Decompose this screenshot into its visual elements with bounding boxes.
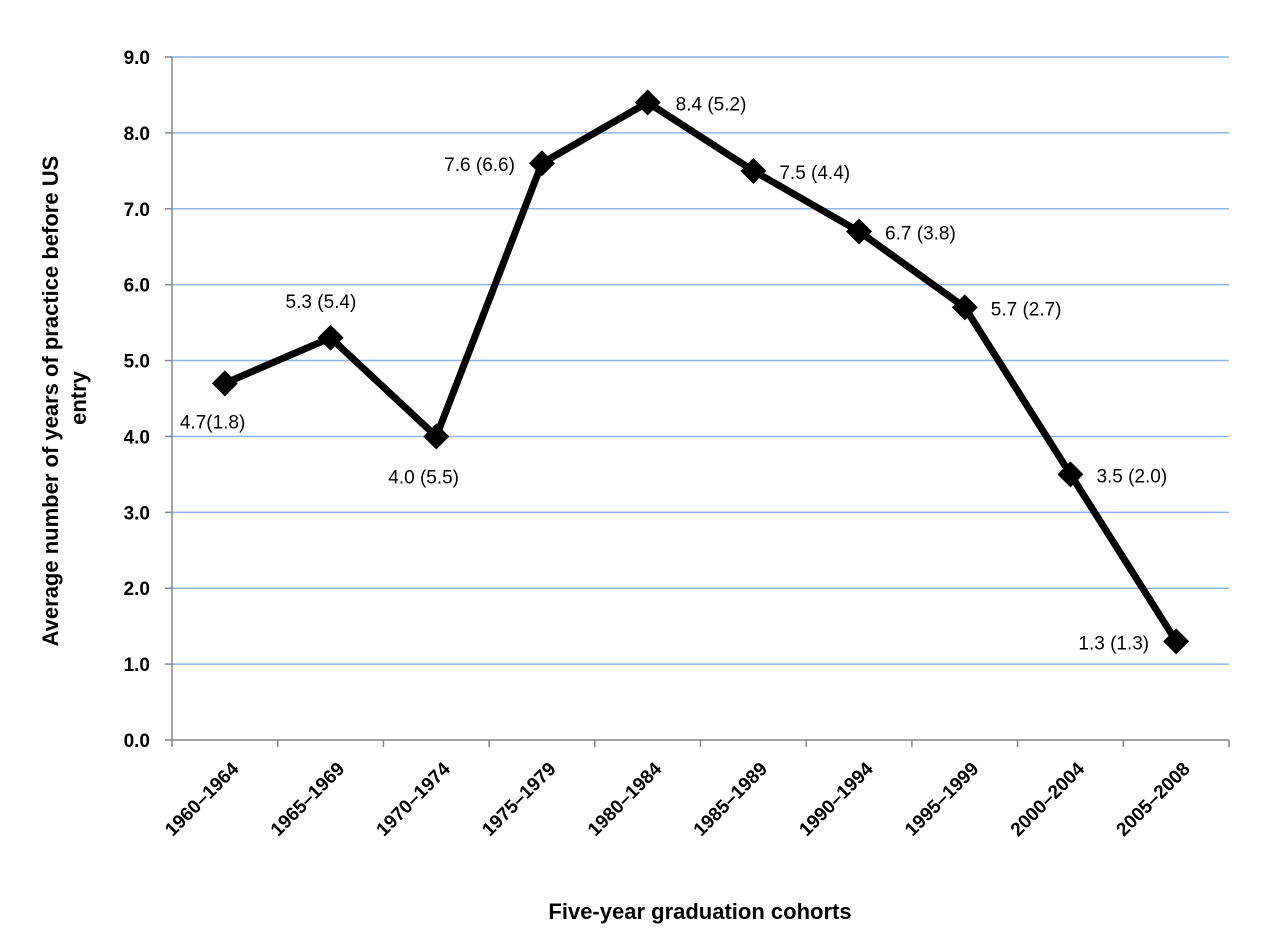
y-tick-label: 6.0 (124, 276, 150, 297)
data-label: 3.5 (2.0) (1096, 466, 1167, 487)
x-tick-label: 1970–1974 (373, 758, 455, 840)
data-label: 4.7(1.8) (180, 412, 245, 433)
x-tick-label: 1990–1994 (795, 758, 877, 840)
x-tick-label: 1960–1964 (161, 758, 243, 840)
data-point-marker (740, 157, 767, 184)
series-cohort-years (211, 89, 1190, 655)
data-label: 1.3 (1.3) (1078, 633, 1149, 654)
data-label: 4.0 (5.5) (388, 467, 459, 488)
data-label: 7.5 (4.4) (779, 163, 850, 184)
data-point-marker (528, 150, 555, 177)
y-tick-label: 3.0 (124, 503, 150, 524)
y-axis-title-line-1: Average number of years of practice befo… (38, 156, 63, 647)
data-point-marker (317, 324, 344, 351)
x-tick-label: 1975–1979 (478, 759, 560, 841)
x-tick-labels: 1960–1964 1965–1969 1970–1974 1975–1979 1980… (161, 758, 1194, 840)
y-tick-label: 4.0 (124, 427, 150, 448)
y-tick-label: 5.0 (124, 352, 150, 373)
x-tick-label: 1980–1984 (584, 758, 666, 840)
y-tick-label: 8.0 (124, 124, 150, 145)
y-tick-labels: 0.0 1.0 2.0 3.0 4.0 5.0 6.0 7.0 8.0 9.0 (124, 48, 150, 752)
x-tick-label: 1965–1969 (267, 759, 349, 841)
x-tick-label: 1995–1999 (901, 759, 983, 841)
y-tick-label: 0.0 (124, 731, 150, 752)
data-point-marker (1057, 461, 1084, 488)
y-tick-label: 9.0 (124, 48, 150, 69)
data-point-marker (951, 294, 978, 321)
y-axis-title: Average number of years of practice befo… (38, 150, 91, 647)
axis-titles: Five-year graduation cohorts Average num… (38, 150, 852, 924)
x-tick-label: 1985–1989 (690, 759, 772, 841)
y-axis-title-line-2: entry (66, 370, 91, 425)
data-point-marker (423, 423, 450, 450)
axes (165, 56, 1230, 747)
data-point-marker (634, 89, 661, 116)
data-label: 7.6 (6.6) (444, 155, 515, 176)
y-tick-label: 1.0 (124, 655, 150, 676)
series-line (223, 99, 1180, 644)
data-label: 5.7 (2.7) (991, 299, 1062, 320)
data-label: 8.4 (5.2) (676, 95, 747, 116)
y-tick-label: 7.0 (124, 200, 150, 221)
data-label: 5.3 (5.4) (286, 292, 357, 313)
x-tick-label: 2005–2008 (1113, 759, 1195, 841)
y-tick-label: 2.0 (124, 579, 150, 600)
grid-lines (172, 56, 1229, 665)
data-label: 6.7 (3.8) (885, 224, 956, 245)
x-axis-title: Five-year graduation cohorts (548, 899, 851, 924)
data-labels: 4.7(1.8) 5.3 (5.4) 4.0 (5.5) 7.6 (6.6) 8.4 (… (180, 95, 1167, 655)
data-point-marker (211, 370, 238, 397)
x-tick-label: 2000–2004 (1007, 758, 1089, 840)
data-point-marker (1163, 628, 1190, 655)
data-point-marker (846, 218, 873, 245)
